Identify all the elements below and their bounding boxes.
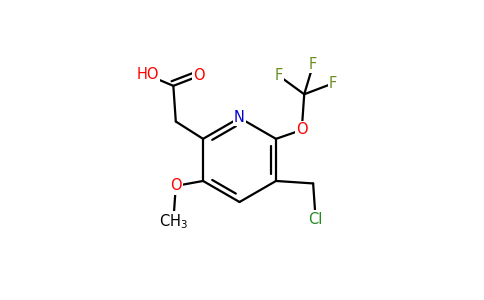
Text: Cl: Cl — [308, 212, 323, 226]
Text: F: F — [309, 57, 318, 72]
Text: F: F — [274, 68, 283, 83]
Text: CH$_3$: CH$_3$ — [159, 212, 188, 231]
Text: O: O — [296, 122, 307, 137]
Text: O: O — [170, 178, 182, 194]
Text: F: F — [329, 76, 337, 91]
Text: O: O — [193, 68, 205, 83]
Text: N: N — [234, 110, 245, 125]
Text: HO: HO — [136, 68, 159, 82]
